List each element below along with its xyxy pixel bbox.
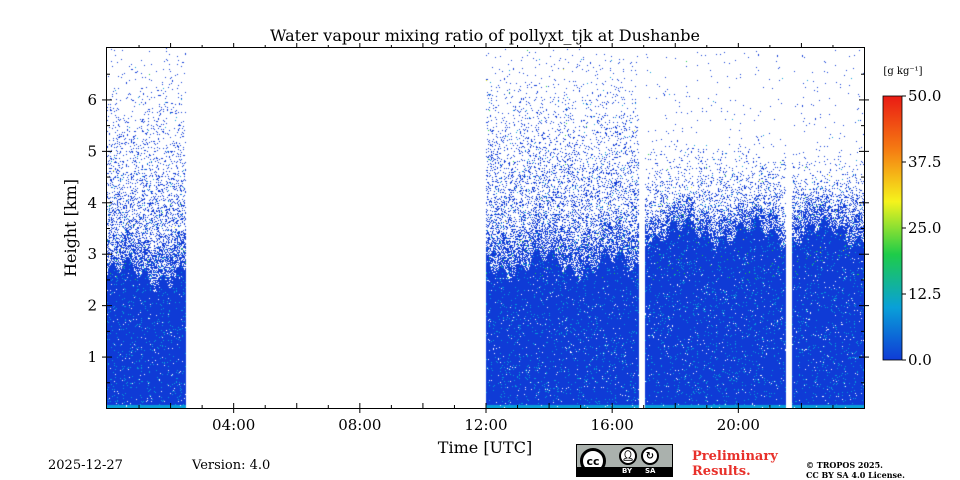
footer-date: 2025-12-27 <box>48 458 123 473</box>
colorbar-tick-label: 12.5 <box>908 285 941 303</box>
license-line-1: © TROPOS 2025. <box>806 460 883 470</box>
footer-version: Version: 4.0 <box>192 458 271 473</box>
cc-badge-strip <box>577 467 672 476</box>
colorbar-unit-label: [g kg⁻¹] <box>883 66 922 77</box>
y-tick-label: 3 <box>87 245 97 263</box>
cc-license-badge[interactable]: cc 👤︎ ↻ BY SA <box>576 444 673 477</box>
colorbar-ticks: 0.0 12.5 25.0 37.5 50.0 <box>902 87 941 369</box>
chart-title: Water vapour mixing ratio of pollyxt_tjk… <box>270 26 700 45</box>
sa-share-icon: ↻ <box>641 447 659 465</box>
preliminary-results-note: Preliminary Results. <box>692 449 778 479</box>
x-axis: 04:00 08:00 12:00 16:00 20:00 <box>138 43 834 434</box>
license-line-2: CC BY SA 4.0 License. <box>806 470 905 480</box>
x-axis-label: Time [UTC] <box>438 438 532 457</box>
y-tick-label: 6 <box>87 91 97 109</box>
x-tick-label: 04:00 <box>212 416 255 434</box>
x-tick-label: 20:00 <box>717 416 760 434</box>
heatmap-image <box>107 48 864 408</box>
preliminary-line-2: Results. <box>692 464 751 479</box>
cc-sa-text: SA <box>645 467 656 475</box>
colorbar-tick-label: 50.0 <box>908 87 941 105</box>
y-tick-label: 2 <box>87 297 97 315</box>
y-tick-label: 4 <box>87 194 97 212</box>
colorbar-tick-label: 37.5 <box>908 153 941 171</box>
y-tick-label: 5 <box>87 142 97 160</box>
x-tick-label: 08:00 <box>338 416 381 434</box>
y-axis: 1 2 3 4 5 6 <box>87 73 869 384</box>
colorbar-tick-label: 0.0 <box>908 351 932 369</box>
by-person-icon: 👤︎ <box>619 447 637 465</box>
colorbar-tick-label: 25.0 <box>908 219 941 237</box>
y-axis-label: Height [km] <box>61 179 80 277</box>
x-tick-label: 16:00 <box>591 416 634 434</box>
license-note: © TROPOS 2025. CC BY SA 4.0 License. <box>806 460 905 480</box>
colorbar <box>882 95 903 361</box>
x-tick-label: 12:00 <box>464 416 507 434</box>
cc-by-text: BY <box>622 467 633 475</box>
y-tick-label: 1 <box>87 348 97 366</box>
preliminary-line-1: Preliminary <box>692 449 778 464</box>
